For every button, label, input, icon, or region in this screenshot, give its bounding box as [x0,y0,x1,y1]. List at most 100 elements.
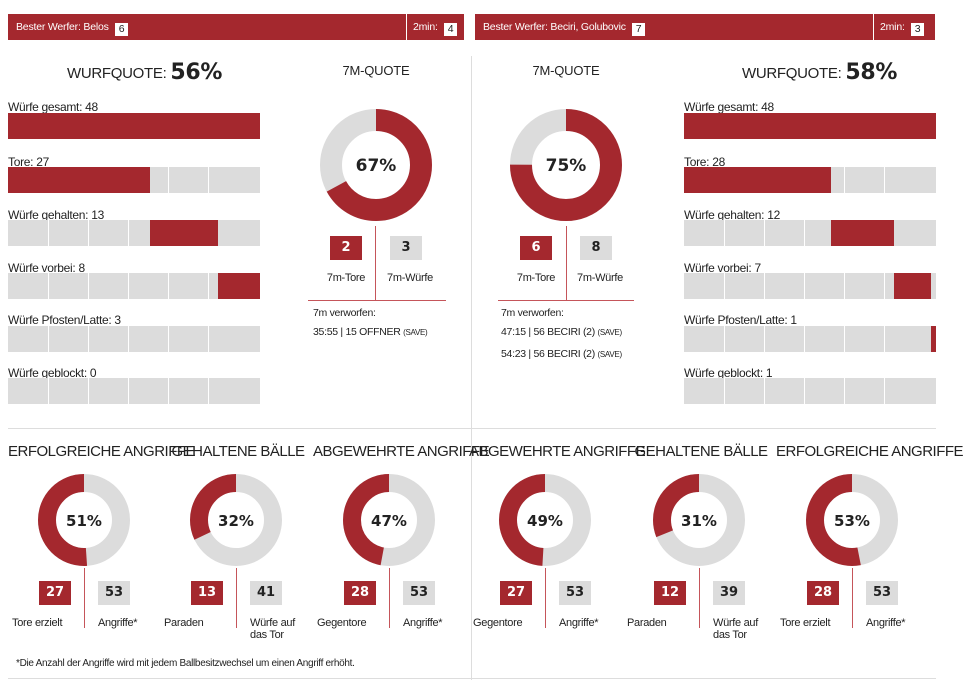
team1-two-min-label: 2min: [413,21,438,33]
team2-7m-missed-title: 7m verworfen: [501,307,564,319]
team1-wurfquote: WURFQUOTE: 56% [67,60,222,85]
team2-7m-divider [566,226,567,300]
team2-7m-underline [498,300,634,301]
stat-block-right-value: 39 [713,581,745,605]
team2-stat-label-goals: Tore: 28 [684,155,725,169]
stat-block-donut: 49% [499,474,591,566]
stat-block-right-value: 53 [866,581,898,605]
team2-two-min: 2min: 3 [880,21,925,36]
team1-7m-goals-value: 2 [330,236,362,260]
stat-block-donut: 47% [343,474,435,566]
team2-stat-bar-total [684,113,936,139]
bar-segment-divider [168,378,169,404]
bar-segment-divider [88,273,89,299]
stat-block-left-value: 12 [654,581,686,605]
bar-segment-divider [804,273,805,299]
team2-stat-bar-blocked [684,378,936,404]
team1-7m-title: 7M-QUOTE [342,63,410,78]
team1-stat-bar-blocked [8,378,260,404]
team1-7m-shots-value: 3 [390,236,422,260]
bar-segment-divider [844,378,845,404]
team2-stat-fill-saved [831,220,894,246]
stat-block-right-label: Würfe auf das Tor [713,617,758,641]
team1-stat-bar-total [8,113,260,139]
bar-segment-divider [884,273,885,299]
stat-block-divider [699,568,700,628]
bar-segment-divider [804,326,805,352]
team1-7m-underline [308,300,446,301]
team2-header-bar: Bester Werfer: Beciri, Golubovic 7 2min: 3 [475,14,935,40]
stat-block-right-label: Angriffe* [866,617,906,629]
team1-stat-label-post: Würfe Pfosten/Latte: 3 [8,313,121,327]
stat-block-divider [389,568,390,628]
bar-segment-divider [48,220,49,246]
bar-segment-divider [48,273,49,299]
bar-segment-divider [844,326,845,352]
team2-stat-fill-post [930,326,936,352]
team1-7m-donut-value [320,109,432,221]
team1-stat-fill-saved [149,220,218,246]
stat-block-donut-value [653,474,745,566]
team2-stat-label-total: Würfe gesamt: 48 [684,100,774,114]
team2-stat-label-saved: Würfe gehalten: 12 [684,208,780,222]
stat-block-percent: 31% [681,512,717,530]
team2-7m-shots-value: 8 [580,236,612,260]
bar-segment-divider [128,378,129,404]
team2-best-shooter-label: Bester Werfer: Beciri, Golubovic [483,21,626,33]
stat-block-title: ABGEWEHRTE ANGRIFFE [469,443,646,460]
bottom-divider [8,678,936,679]
team1-stat-fill-total [8,113,260,139]
bar-segment-divider [764,326,765,352]
team2-stat-label-missed: Würfe vorbei: 7 [684,261,761,275]
stat-block-right-value: 53 [403,581,435,605]
stat-block-left-label: Gegentore [317,617,367,629]
team1-two-min-value: 4 [443,23,458,36]
team2-stat-bar-goals [684,167,936,193]
stat-block-left-value: 27 [39,581,71,605]
team1-7m-goals-label: 7m-Tore [326,272,366,284]
stat-block-donut-value [499,474,591,566]
team2-best-shooter-goals: 7 [631,23,646,36]
bar-segment-divider [764,378,765,404]
bar-segment-divider [168,273,169,299]
team1-7m-missed-title: 7m verworfen: [313,307,376,319]
team2-wurfquote-value: 58% [845,60,898,85]
team1-two-min: 2min: 4 [413,21,458,36]
team1-best-shooter: Bester Werfer: Belos 6 [16,21,129,36]
team2-two-min-label: 2min: [880,21,905,33]
team2-header-separator [873,14,874,40]
bar-segment-divider [724,326,725,352]
team1-stat-label-saved: Würfe gehalten: 13 [8,208,104,222]
stat-block-left-label: Paraden [164,617,204,629]
team1-stat-fill-goals [8,167,150,193]
bar-segment-divider [804,378,805,404]
team2-7m-percent: 75% [546,156,587,176]
team1-stat-label-goals: Tore: 27 [8,155,49,169]
bar-segment-divider [764,273,765,299]
team2-best-shooter: Bester Werfer: Beciri, Golubovic 7 [483,21,646,36]
team2-7m-shots-label: 7m-Würfe [577,272,623,284]
team2-stat-bar-saved [684,220,936,246]
stat-block-percent: 51% [66,512,102,530]
team2-wurfquote: WURFQUOTE: 58% [742,60,897,85]
team1-stat-fill-missed [218,273,260,299]
team2-7m-missed-item: 47:15 | 56 BECIRI (2) (SAVE) [501,326,622,338]
team2-two-min-value: 3 [910,23,925,36]
stat-block-donut-value [343,474,435,566]
team2-7m-title: 7M-QUOTE [532,63,600,78]
bar-segment-divider [128,326,129,352]
stat-block-right-value: 53 [559,581,591,605]
stat-block-divider [852,568,853,628]
stat-block-left-value: 27 [500,581,532,605]
bar-segment-divider [208,378,209,404]
team1-7m-missed-note: (SAVE) [403,328,428,337]
team2-7m-missed-item: 54:23 | 56 BECIRI (2) (SAVE) [501,348,622,360]
team2-7m-missed-text-1: 47:15 | 56 BECIRI (2) [501,326,595,338]
bar-segment-divider [128,273,129,299]
stat-block-left-label: Gegentore [473,617,523,629]
stat-block-title: ERFOLGREICHE ANGRIFFE [8,443,196,460]
bar-segment-divider [88,220,89,246]
stat-block-title: GEHALTENE BÄLLE [634,443,768,460]
team2-stat-fill-total [684,113,936,139]
team1-wurfquote-label: WURFQUOTE: [67,65,167,82]
